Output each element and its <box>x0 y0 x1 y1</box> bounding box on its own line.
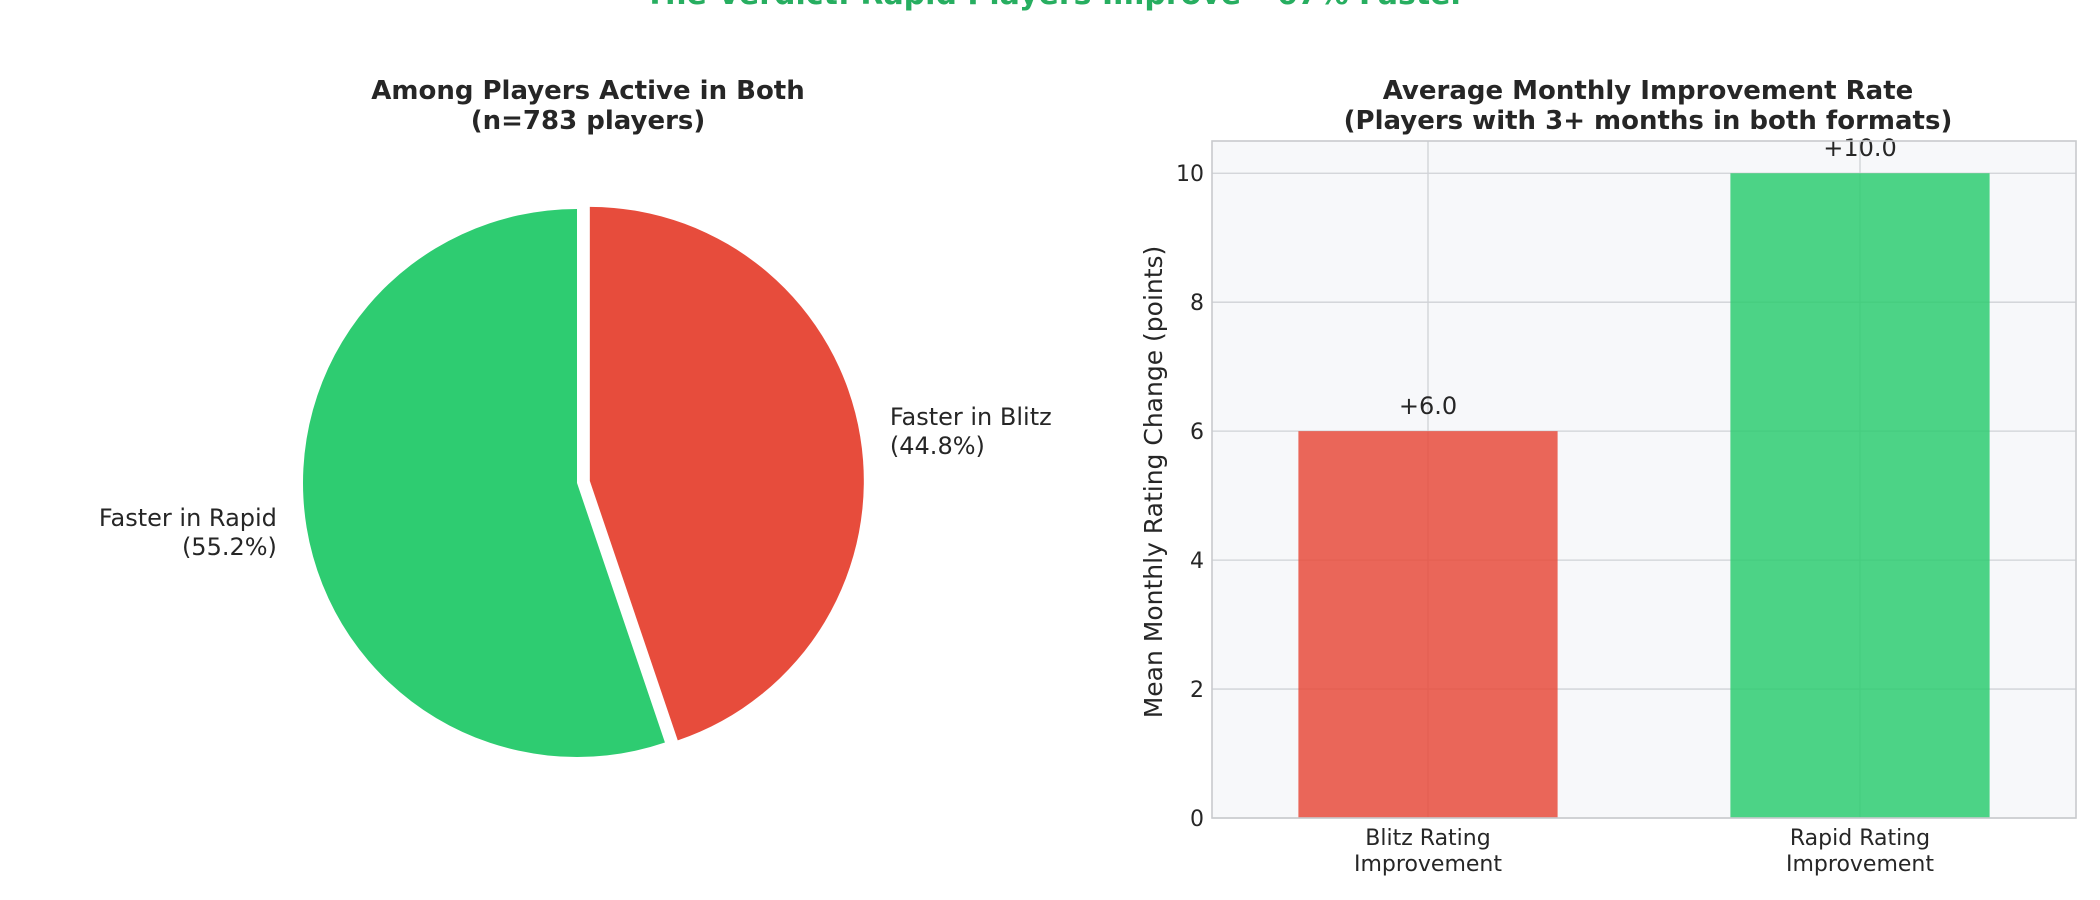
bar-rapid <box>1730 173 1990 818</box>
x-tick-label: Rapid Rating <box>1790 826 1930 851</box>
x-tick-label: Blitz Rating <box>1365 826 1490 851</box>
y-tick-label: 6 <box>1190 420 1204 445</box>
bar-chart: Average Monthly Improvement Rate (Player… <box>1139 76 2077 877</box>
pie-label-faster-in-rapid-line-1: Faster in Rapid <box>99 504 277 532</box>
pie-title-line-2: (n=783 players) <box>471 106 706 136</box>
bar-title-line-2: (Players with 3+ months in both formats) <box>1344 106 1953 136</box>
pie-slice-faster-in-rapid <box>302 209 665 758</box>
bar-blitz <box>1298 431 1558 818</box>
pie-title-line-1: Among Players Active in Both <box>371 76 805 106</box>
x-tick-label: Improvement <box>1786 852 1934 877</box>
bar-value-label: +10.0 <box>1823 134 1897 162</box>
pie-label-faster-in-blitz-line-1: Faster in Blitz <box>890 403 1052 431</box>
y-tick-label: 4 <box>1190 549 1204 574</box>
pie-label-faster-in-blitz-line-2: (44.8%) <box>890 432 985 460</box>
pie-label-faster-in-rapid-line-2: (55.2%) <box>182 533 277 561</box>
y-tick-label: 2 <box>1190 678 1204 703</box>
figure-suptitle: The Verdict: Rapid Players Improve ~67% … <box>645 0 1466 12</box>
bar-y-axis-label: Mean Monthly Rating Change (points) <box>1139 246 1168 719</box>
y-tick-label: 8 <box>1190 291 1204 316</box>
y-tick-label: 0 <box>1190 807 1204 832</box>
pie-slice-faster-in-blitz <box>589 206 864 741</box>
y-tick-label: 10 <box>1176 162 1204 187</box>
pie-chart: Among Players Active in Both (n=783 play… <box>99 76 1052 758</box>
bar-title-line-1: Average Monthly Improvement Rate <box>1383 76 1914 106</box>
bar-value-label: +6.0 <box>1399 392 1457 420</box>
x-tick-label: Improvement <box>1354 852 1502 877</box>
bar-plot-frame <box>1211 140 2077 819</box>
